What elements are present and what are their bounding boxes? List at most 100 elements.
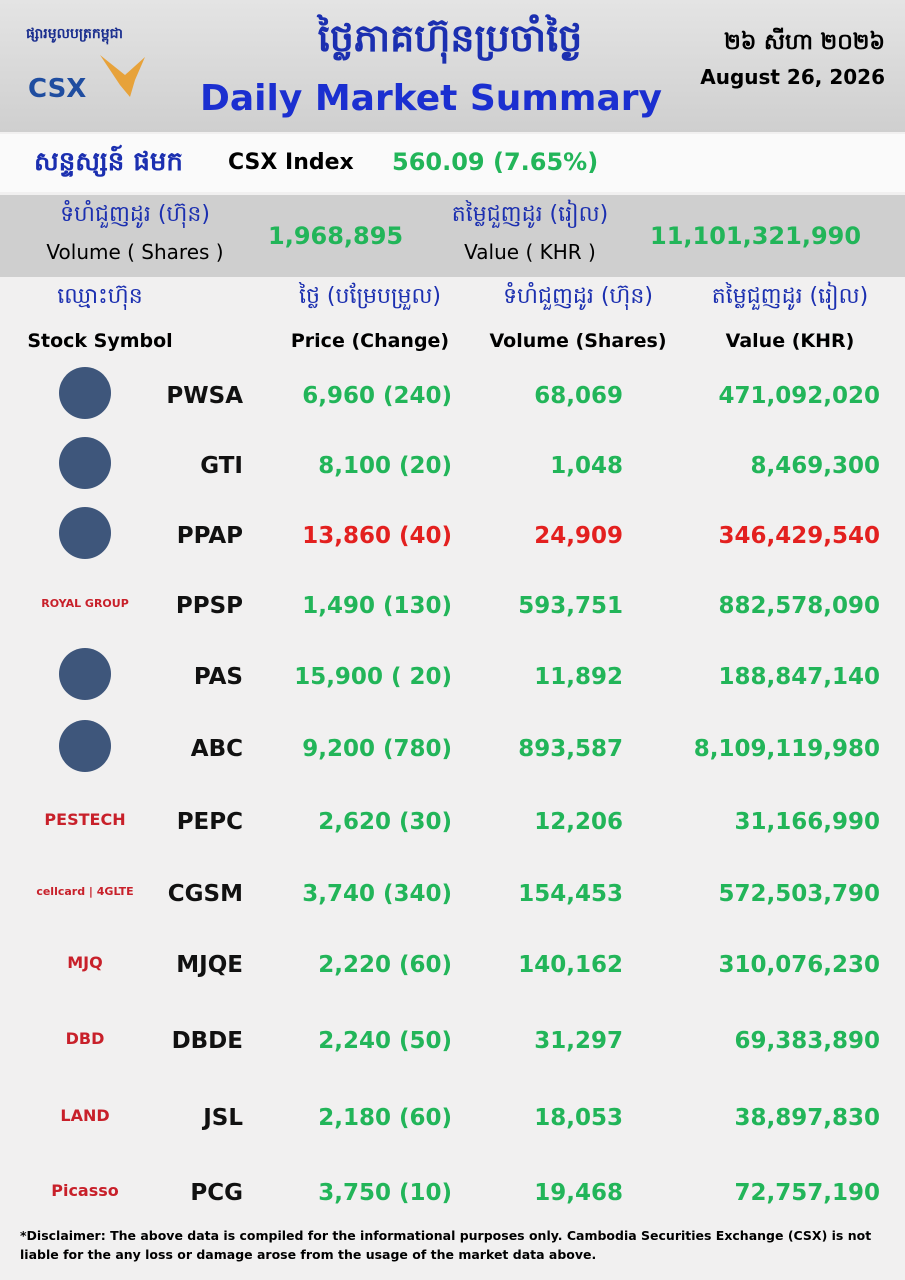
cell-symbol: PEPC bbox=[176, 809, 243, 835]
value-total: 11,101,321,990 bbox=[650, 222, 862, 250]
cell-volume: 19,468 bbox=[534, 1180, 623, 1206]
logo bbox=[45, 505, 125, 561]
cell-value: 471,092,020 bbox=[718, 383, 880, 409]
cell-value: 882,578,090 bbox=[718, 593, 880, 619]
logo: cellcard | 4GLTE bbox=[36, 863, 133, 919]
cell-symbol: GTI bbox=[200, 453, 243, 479]
logo-mark bbox=[59, 367, 111, 419]
column-header-khmer: ទំហំជួញដូរ (ហ៊ុន) bbox=[503, 284, 653, 309]
column-header-khmer: ថ្លៃ (បម្រែបម្រួល) bbox=[298, 284, 441, 309]
cell-symbol: PWSA bbox=[166, 383, 243, 409]
logo: LAND bbox=[45, 1087, 125, 1143]
logo bbox=[45, 365, 125, 421]
logo: DBD bbox=[45, 1010, 125, 1066]
cell-value: 38,897,830 bbox=[734, 1105, 880, 1131]
cell-symbol: DBDE bbox=[171, 1028, 243, 1054]
date: August 26, 2026 bbox=[700, 65, 885, 89]
logo bbox=[45, 646, 125, 702]
date-khmer: ២៦ សីហា ២០២៦ bbox=[724, 30, 885, 55]
cell-volume: 154,453 bbox=[518, 881, 623, 907]
cell-value: 69,383,890 bbox=[734, 1028, 880, 1054]
cell-price: 2,240 (50) bbox=[318, 1028, 452, 1054]
cell-symbol: PAS bbox=[193, 664, 243, 690]
logo-text: LAND bbox=[60, 1105, 110, 1125]
cell-volume: 893,587 bbox=[518, 736, 623, 762]
cell-price: 3,750 (10) bbox=[318, 1180, 452, 1206]
cell-volume: 140,162 bbox=[518, 952, 623, 978]
cell-volume: 24,909 bbox=[534, 523, 623, 549]
volume-label: Volume ( Shares ) bbox=[46, 240, 224, 264]
logo bbox=[45, 435, 125, 491]
cell-symbol: MJQE bbox=[176, 952, 243, 978]
cell-price: 6,960 (240) bbox=[302, 383, 452, 409]
column-header-khmer: ឈ្មោះហ៊ុន bbox=[57, 284, 143, 309]
cell-symbol: PPAP bbox=[176, 523, 243, 549]
logo-mark bbox=[59, 648, 111, 700]
cell-value: 31,166,990 bbox=[734, 809, 880, 835]
logo: ROYAL GROUP bbox=[41, 575, 129, 631]
column-header: Value (KHR) bbox=[725, 330, 855, 352]
cell-value: 572,503,790 bbox=[718, 881, 880, 907]
cell-price: 3,740 (340) bbox=[302, 881, 452, 907]
value-label: Value ( KHR ) bbox=[464, 240, 596, 264]
cell-symbol: PCG bbox=[190, 1180, 243, 1206]
logo-text: PESTECH bbox=[44, 809, 126, 829]
logo-mark bbox=[59, 507, 111, 559]
logo-text: ROYAL GROUP bbox=[41, 596, 129, 610]
cell-value: 310,076,230 bbox=[718, 952, 880, 978]
index-band bbox=[0, 134, 905, 192]
cell-price: 1,490 (130) bbox=[302, 593, 452, 619]
cell-volume: 18,053 bbox=[534, 1105, 623, 1131]
title: Daily Market Summary bbox=[200, 78, 662, 119]
cell-price: 2,180 (60) bbox=[318, 1105, 452, 1131]
cell-value: 8,109,119,980 bbox=[693, 736, 880, 762]
cell-volume: 12,206 bbox=[534, 809, 623, 835]
logo-text: DBD bbox=[65, 1028, 105, 1048]
cell-volume: 31,297 bbox=[534, 1028, 623, 1054]
logo-khmer: ផ្សារមូលបត្រកម្ពុជា bbox=[26, 26, 124, 42]
header-band bbox=[0, 0, 905, 132]
column-header: Price (Change) bbox=[290, 330, 450, 352]
cell-price: 8,100 (20) bbox=[318, 453, 452, 479]
logo: PESTECH bbox=[44, 791, 126, 847]
index-value: 560.09 (7.65%) bbox=[392, 148, 599, 176]
title-khmer: ថ្លៃភាគហ៊ុនប្រចាំថ្ងៃ bbox=[317, 16, 583, 60]
cell-value: 8,469,300 bbox=[750, 453, 881, 479]
logo-text: cellcard | 4GLTE bbox=[36, 884, 134, 898]
volume-khmer: ទំហំជួញដូរ (ហ៊ុន) bbox=[60, 202, 210, 227]
index-label-khmer: សន្ទស្សន៍ ផមក bbox=[34, 147, 183, 177]
cell-volume: 593,751 bbox=[518, 593, 623, 619]
logo: MJQ bbox=[45, 934, 125, 990]
cell-price: 13,860 (40) bbox=[302, 523, 452, 549]
logo: CSX bbox=[28, 74, 87, 104]
cell-price: 15,900 ( 20) bbox=[294, 664, 452, 690]
logo-mark bbox=[59, 437, 111, 489]
cell-price: 2,620 (30) bbox=[318, 809, 452, 835]
cell-price: 9,200 (780) bbox=[302, 736, 452, 762]
value-khmer: តម្លៃជួញដូរ (រៀល) bbox=[451, 202, 609, 227]
index-label: CSX Index bbox=[228, 150, 354, 175]
column-header: Volume (Shares) bbox=[489, 330, 667, 352]
cell-symbol: PPSP bbox=[175, 593, 243, 619]
volume-total: 1,968,895 bbox=[268, 222, 404, 250]
cell-volume: 11,892 bbox=[534, 664, 623, 690]
cell-value: 188,847,140 bbox=[718, 664, 880, 690]
totals-band bbox=[0, 195, 905, 277]
cell-symbol: ABC bbox=[190, 736, 243, 762]
cell-price: 2,220 (60) bbox=[318, 952, 452, 978]
disclaimer: *Disclaimer: The above data is compiled … bbox=[20, 1228, 872, 1262]
cell-volume: 1,048 bbox=[550, 453, 623, 479]
logo-bird bbox=[100, 55, 145, 97]
cell-volume: 68,069 bbox=[534, 383, 623, 409]
cell-value: 346,429,540 bbox=[718, 523, 880, 549]
logo-text: MJQ bbox=[67, 952, 103, 972]
logo-mark bbox=[59, 720, 111, 772]
column-header-khmer: តម្លៃជួញដូរ (រៀល) bbox=[711, 284, 869, 309]
cell-symbol: CGSM bbox=[167, 881, 243, 907]
cell-symbol: JSL bbox=[203, 1105, 243, 1131]
cell-value: 72,757,190 bbox=[734, 1180, 880, 1206]
logo bbox=[45, 718, 125, 774]
logo-text: Picasso bbox=[51, 1180, 119, 1200]
column-header: Stock Symbol bbox=[27, 330, 173, 352]
